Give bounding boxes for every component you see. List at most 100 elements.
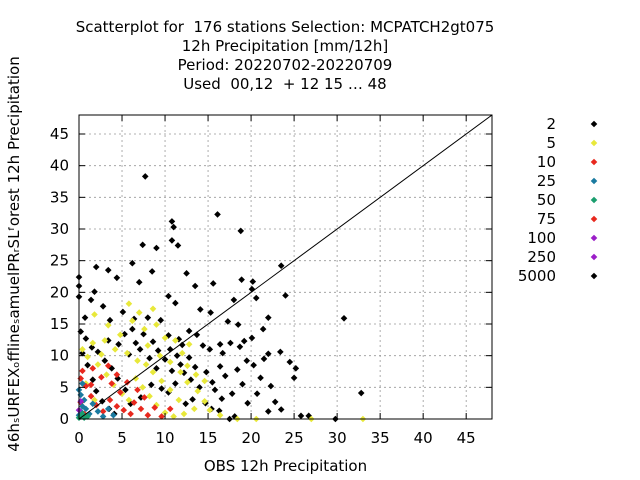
data-point: [99, 302, 107, 310]
data-point: [168, 237, 176, 244]
legend-marker: [590, 158, 598, 166]
data-point: [106, 316, 114, 324]
data-point: [114, 375, 122, 382]
data-point: [104, 337, 112, 344]
data-point: [101, 337, 109, 344]
data-point: [193, 331, 201, 339]
data-point: [259, 325, 267, 333]
data-point: [156, 352, 164, 359]
data-point: [77, 328, 85, 335]
data-point: [134, 357, 141, 365]
data-point: [209, 378, 216, 386]
y-tick-label: 0: [59, 410, 69, 428]
data-point: [141, 394, 148, 401]
x-tick-label: 35: [371, 429, 390, 447]
data-point: [264, 350, 272, 358]
data-point: [218, 395, 226, 403]
data-point: [191, 282, 199, 290]
x-tick-label: 5: [117, 429, 127, 447]
data-point: [82, 405, 90, 413]
data-point: [286, 358, 294, 366]
legend-marker: [590, 139, 598, 147]
data-point: [165, 332, 172, 339]
data-point: [104, 405, 112, 413]
data-point: [177, 368, 184, 376]
data-point: [203, 368, 210, 376]
data-point: [87, 381, 95, 389]
legend-marker: [590, 272, 598, 280]
data-point: [84, 353, 91, 361]
legend-label: 2: [546, 115, 556, 133]
data-point: [180, 369, 188, 377]
data-point: [99, 413, 107, 420]
data-point: [178, 341, 186, 349]
data-point: [206, 406, 214, 414]
data-point: [257, 374, 264, 382]
data-point: [290, 374, 298, 382]
data-point: [79, 367, 86, 375]
data-point: [182, 400, 189, 408]
data-point: [98, 397, 106, 405]
data-point: [149, 368, 157, 376]
data-point: [153, 244, 160, 252]
data-point: [104, 321, 112, 329]
y-axis-label: 46hₛURFEXₒfflineₛamuelPRᵣSLᶠorest 12h Pr…: [5, 56, 23, 451]
data-point: [117, 389, 124, 396]
legend-marker: [590, 177, 598, 185]
data-point: [168, 218, 176, 225]
y-tick-label: 30: [50, 220, 69, 238]
data-point: [87, 296, 95, 304]
data-point: [142, 361, 150, 368]
y-tick-label: 10: [50, 347, 69, 365]
data-point: [103, 371, 110, 378]
data-point: [137, 394, 145, 401]
data-point: [106, 396, 114, 404]
data-point: [111, 346, 119, 353]
data-point: [89, 365, 97, 372]
data-point: [130, 315, 138, 323]
data-point: [178, 349, 186, 357]
legend-marker: [590, 120, 598, 128]
data-point: [297, 412, 305, 420]
data-point: [94, 361, 102, 368]
data-point: [92, 263, 100, 271]
data-point: [277, 262, 285, 270]
data-point: [141, 325, 148, 333]
data-point: [183, 270, 190, 277]
data-point: [234, 321, 242, 328]
data-point: [238, 276, 245, 283]
y-tick-label: 40: [50, 157, 69, 175]
data-point: [139, 384, 146, 391]
data-point: [199, 342, 207, 349]
data-point: [157, 316, 165, 324]
data-point: [214, 211, 221, 218]
data-point: [209, 280, 217, 287]
data-point: [206, 346, 214, 353]
data-point: [113, 274, 121, 282]
data-point: [166, 405, 174, 413]
data-point: [146, 392, 153, 400]
data-point: [185, 340, 193, 348]
data-point: [234, 366, 241, 373]
data-point: [132, 339, 140, 347]
data-point: [185, 327, 193, 335]
data-point: [173, 352, 181, 359]
y-tick-label: 35: [50, 188, 69, 206]
data-point: [141, 173, 149, 180]
data-point: [253, 390, 261, 397]
data-point: [84, 413, 91, 420]
data-point: [104, 266, 112, 274]
data-point: [244, 399, 251, 407]
data-point: [264, 408, 272, 415]
data-point: [180, 410, 188, 418]
x-tick-label: 30: [328, 429, 347, 447]
data-points: [75, 173, 367, 423]
data-point: [166, 358, 174, 366]
legend-label: 5: [546, 134, 556, 152]
data-point: [130, 399, 138, 406]
data-point: [190, 405, 198, 413]
data-point: [227, 339, 234, 347]
data-point: [172, 299, 179, 307]
data-point: [154, 347, 162, 354]
